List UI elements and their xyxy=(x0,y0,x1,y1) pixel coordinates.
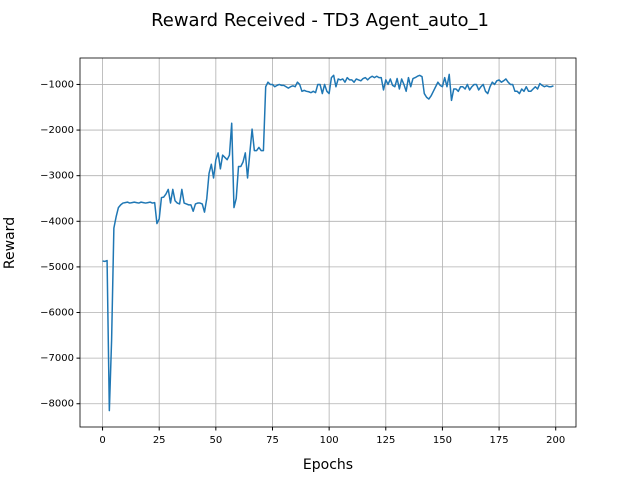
y-tick-label: −8000 xyxy=(40,399,74,410)
x-tick-label: 150 xyxy=(433,435,452,446)
y-axis-label: Reward xyxy=(2,217,18,269)
y-tick-label: −3000 xyxy=(40,171,74,182)
x-axis-label: Epochs xyxy=(303,457,353,473)
x-tick-label: 75 xyxy=(266,435,279,446)
y-tick-label: −7000 xyxy=(40,353,74,364)
x-tick-label: 25 xyxy=(153,435,166,446)
y-tick-label: −4000 xyxy=(40,216,74,227)
y-tick-label: −1000 xyxy=(40,79,74,90)
x-tick-label: 175 xyxy=(490,435,509,446)
x-tick-label: 200 xyxy=(546,435,565,446)
chart-title: Reward Received - TD3 Agent_auto_1 xyxy=(151,10,489,31)
y-tick-label: −6000 xyxy=(40,308,74,319)
x-tick-label: 125 xyxy=(376,435,395,446)
x-tick-label: 0 xyxy=(99,435,105,446)
x-tick-label: 50 xyxy=(209,435,222,446)
data-line xyxy=(102,73,554,412)
plot-frame xyxy=(79,57,577,428)
y-tick-label: −2000 xyxy=(40,125,74,136)
y-tick-label: −5000 xyxy=(40,262,74,273)
x-tick-label: 100 xyxy=(320,435,339,446)
